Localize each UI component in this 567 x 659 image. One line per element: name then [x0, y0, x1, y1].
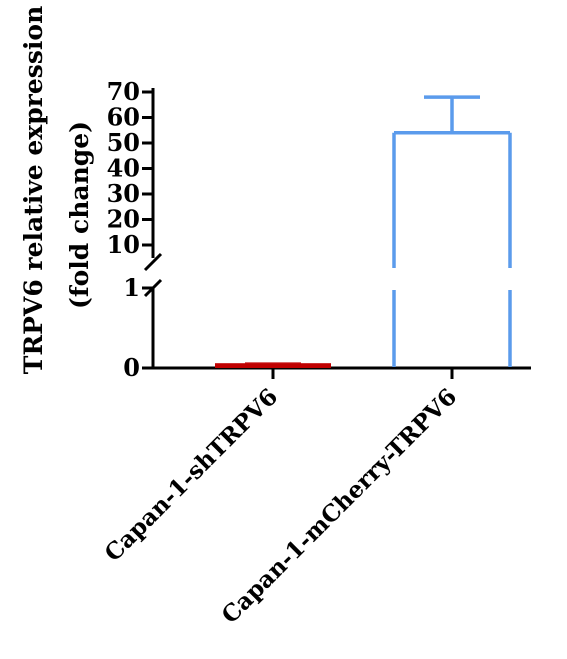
y-tick-label-1: 1	[123, 273, 140, 302]
y-tick-label-70: 70	[107, 77, 140, 106]
y-tick-label-60: 60	[107, 103, 140, 132]
y-tick-label-10: 10	[107, 230, 140, 259]
y-tick-label-30: 30	[107, 179, 140, 208]
y-axis-title-line1: TRPV6 relative expression	[19, 6, 48, 375]
error-bar-shTRPV6	[245, 362, 301, 364]
y-tick-label-20: 20	[107, 205, 140, 234]
bars	[215, 95, 512, 368]
y-tick-label-0: 0	[123, 353, 140, 382]
y-tick-label-50: 50	[107, 128, 140, 157]
axis-break-mark-upper	[143, 252, 163, 272]
x-tick-label-shTRPV6: Capan-1-shTRPV6	[99, 383, 283, 567]
y-tick-label-40: 40	[107, 154, 140, 183]
y-axis-title-line2: (fold change)	[65, 121, 94, 309]
bar-shTRPV6	[215, 363, 331, 368]
